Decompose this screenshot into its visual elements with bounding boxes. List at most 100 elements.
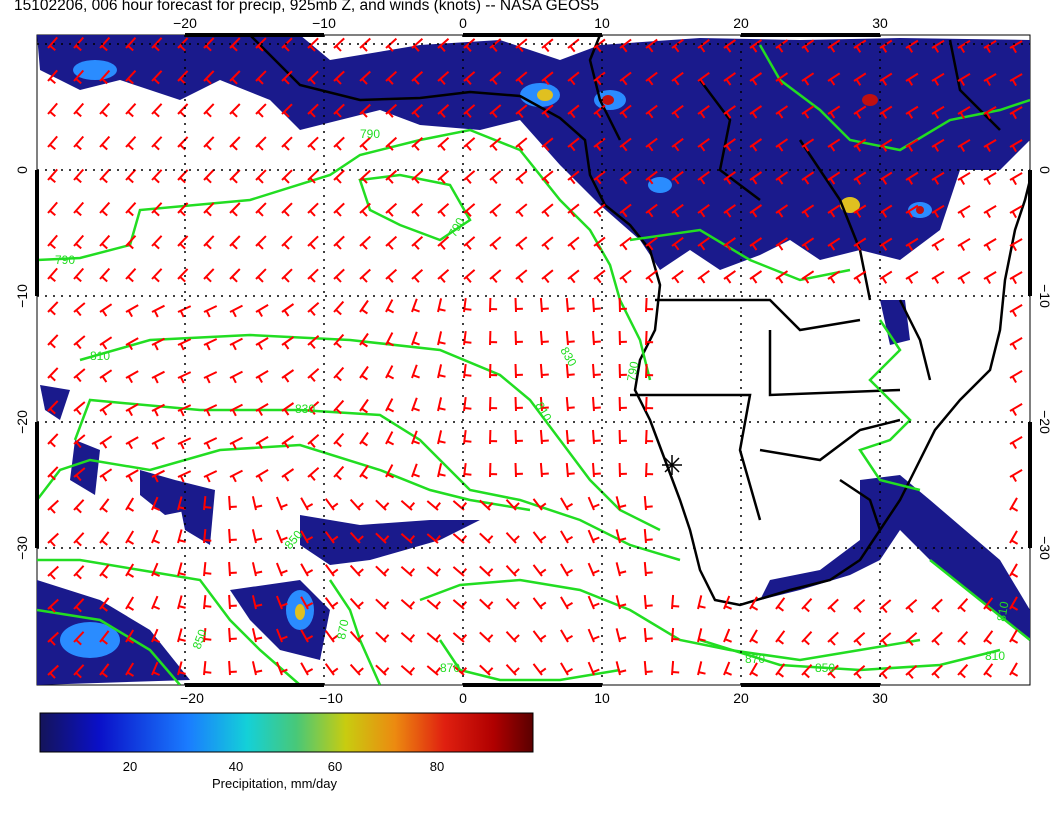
wind-barb — [73, 434, 86, 449]
wind-barb — [324, 597, 339, 610]
wind-barb — [489, 462, 498, 478]
wind-barb — [931, 105, 945, 119]
wind-barb — [359, 365, 369, 381]
lon-tick-label: −20 — [180, 690, 204, 706]
wind-barb — [619, 170, 632, 185]
wind-barb — [463, 330, 472, 346]
wind-barb — [411, 202, 424, 217]
wind-barb — [400, 533, 416, 544]
wind-barb — [827, 72, 841, 86]
wind-barb — [359, 332, 369, 348]
wind-barb — [775, 138, 789, 152]
wind-barb — [983, 238, 997, 252]
wind-barb — [567, 137, 580, 152]
wind-barb — [801, 631, 813, 646]
wind-barb — [411, 103, 424, 118]
wind-barb — [359, 235, 371, 250]
wind-barb — [300, 530, 314, 544]
wind-barb — [281, 235, 293, 250]
wind-barb — [905, 138, 919, 152]
wind-barb — [73, 102, 85, 118]
wind-barb — [489, 269, 502, 284]
wind-barb — [359, 202, 371, 217]
wind-barb — [359, 136, 371, 151]
wind-barb — [593, 269, 606, 284]
wind-barb — [1009, 596, 1019, 611]
wind-barb — [281, 303, 295, 317]
wind-barb — [411, 136, 424, 151]
wind-barb — [426, 566, 441, 577]
wind-barb — [125, 403, 139, 417]
wind-barb — [333, 235, 345, 250]
wind-barb — [437, 170, 450, 184]
wind-barb — [300, 629, 314, 643]
wind-barb — [73, 565, 85, 580]
wind-barb — [587, 595, 600, 610]
wind-barb — [203, 437, 218, 450]
lat-ticks-right: 0 −10 −20 −30 — [1037, 166, 1053, 560]
wind-barb — [400, 500, 416, 511]
wind-barb — [281, 103, 293, 118]
wind-barb — [73, 135, 85, 151]
wind-barb — [565, 397, 575, 412]
wind-barb — [749, 629, 759, 644]
wind-barb — [307, 37, 319, 52]
wind-barb — [73, 368, 86, 383]
wind-barb — [359, 431, 369, 447]
wind-barb — [619, 104, 632, 119]
wind-barb — [697, 38, 710, 53]
wind-barb — [905, 237, 919, 251]
wind-barb — [671, 71, 684, 86]
wind-barb — [489, 104, 502, 119]
wind-barb — [307, 268, 319, 283]
wind-barb — [723, 138, 736, 152]
graticule — [37, 35, 1030, 685]
wind-barb — [593, 203, 606, 218]
wind-barb — [349, 498, 364, 511]
wind-barb — [426, 533, 441, 544]
wind-barb — [1009, 73, 1023, 87]
wind-barb — [643, 628, 653, 643]
wind-barb — [749, 237, 763, 251]
wind-barb — [853, 171, 867, 185]
wind-barb — [151, 37, 163, 52]
wind-barb — [931, 171, 945, 185]
wind-barb — [47, 400, 59, 415]
wind-barb — [385, 431, 395, 446]
wind-barb — [489, 236, 502, 251]
wind-barb — [587, 529, 600, 544]
wind-barb — [957, 664, 969, 679]
wind-barb — [879, 204, 893, 218]
wind-barb — [1009, 205, 1023, 219]
wind-barb — [775, 105, 789, 119]
wind-barb — [905, 39, 919, 53]
wind-barb — [827, 105, 841, 119]
wind-barb — [905, 270, 919, 284]
wind-barb — [375, 664, 390, 676]
wind-barb — [515, 137, 528, 152]
wind-barb — [125, 136, 137, 151]
wind-barb — [281, 202, 293, 217]
wind-barb — [255, 370, 269, 384]
wind-barb — [437, 203, 450, 217]
wind-barb — [463, 203, 476, 217]
wind-barb — [539, 396, 549, 412]
wind-barb — [541, 137, 554, 152]
wind-barb — [437, 298, 446, 313]
wind-barb — [749, 105, 763, 119]
wind-barb — [255, 268, 267, 283]
wind-barb — [177, 562, 186, 577]
wind-barb — [47, 102, 58, 118]
wind-barb — [47, 631, 59, 646]
wind-barb — [307, 136, 319, 151]
wind-barb — [151, 169, 163, 184]
wind-barb — [307, 70, 319, 85]
wind-barb — [255, 103, 267, 118]
wind-barb — [333, 37, 345, 52]
wind-barb — [592, 363, 601, 379]
wind-barb — [827, 204, 841, 218]
wind-barb — [957, 105, 971, 120]
wind-barb — [643, 661, 653, 676]
wind-barb — [385, 299, 395, 314]
wind-barb — [47, 168, 58, 184]
